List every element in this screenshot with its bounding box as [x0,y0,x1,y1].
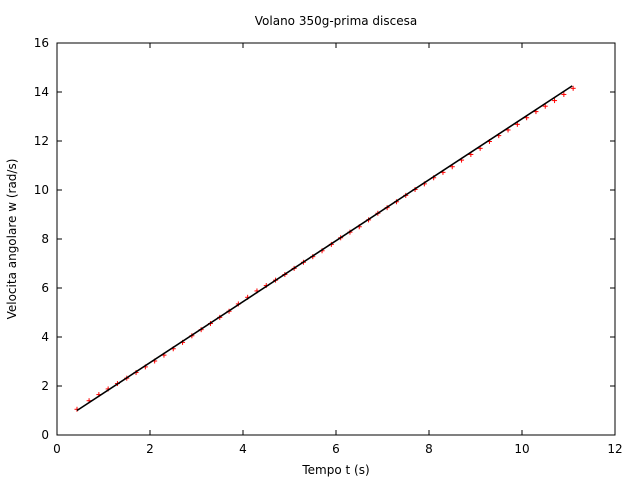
x-axis-label: Tempo t (s) [301,463,369,477]
x-tick-label: 4 [239,442,247,456]
y-tick-label: 6 [41,281,49,295]
x-ticks: 0 2 4 6 8 10 12 [53,43,623,456]
x-tick-label: 10 [514,442,529,456]
y-tick-label: 0 [41,428,49,442]
y-axis-label: Velocita angolare w (rad/s) [5,159,19,320]
data-point [570,85,576,91]
x-tick-label: 2 [146,442,154,456]
y-tick-label: 8 [41,232,49,246]
chart-title: Volano 350g-prima discesa [255,14,417,28]
y-tick-label: 12 [34,134,49,148]
x-tick-label: 8 [425,442,433,456]
data-point [542,103,548,109]
data-point [552,98,558,104]
x-tick-label: 12 [607,442,622,456]
y-tick-label: 10 [34,183,49,197]
y-tick-label: 14 [34,85,49,99]
plot-series [74,85,576,412]
data-point [561,91,567,97]
fit-line [76,85,573,412]
x-tick-label: 0 [53,442,61,456]
plot-frame [56,42,616,436]
y-tick-label: 2 [41,379,49,393]
y-ticks: 0 2 4 6 8 10 12 14 16 [34,36,615,442]
x-tick-label: 6 [332,442,340,456]
y-tick-label: 16 [34,36,49,50]
y-tick-label: 4 [41,330,49,344]
